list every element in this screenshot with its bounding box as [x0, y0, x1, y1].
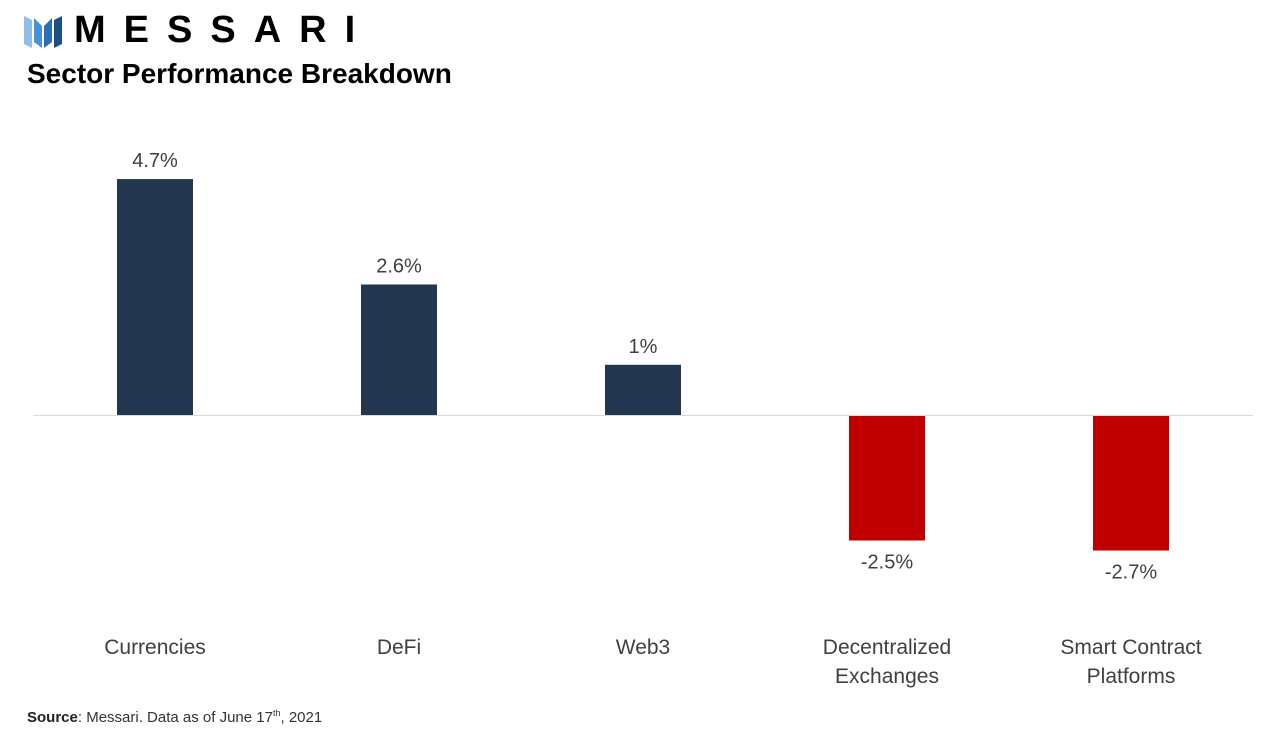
- bar-value-label-2: 1%: [629, 336, 658, 358]
- category-label-1: DeFi: [377, 636, 421, 659]
- brand-name: MESSARI: [74, 9, 374, 51]
- header: MESSARI: [24, 8, 373, 52]
- bar-value-label-3: -2.5%: [861, 552, 913, 574]
- chart-title: Sector Performance Breakdown: [27, 58, 452, 89]
- source-text-end: , 2021: [280, 709, 323, 726]
- bar-1: [361, 284, 437, 415]
- bar-value-label-0: 4.7%: [132, 150, 178, 172]
- category-label-0: Currencies: [104, 636, 206, 659]
- bar-4: [1093, 415, 1169, 551]
- bar-2: [605, 364, 681, 415]
- bar-3: [849, 415, 925, 541]
- category-label-3: Decentralized Exchanges: [823, 636, 951, 688]
- category-label-2: Web3: [616, 636, 670, 659]
- bar-0: [117, 179, 193, 415]
- source-text: : Messari. Data as of June 17: [77, 709, 273, 726]
- category-label-4: Smart Contract Platforms: [1060, 636, 1201, 688]
- bar-value-label-1: 2.6%: [376, 255, 422, 277]
- messari-logo: MESSARI: [24, 8, 373, 52]
- messari-logo-icon: [24, 16, 62, 48]
- source-superscript: th: [272, 708, 281, 718]
- source-label: Source: [27, 709, 78, 726]
- bar-value-label-4: -2.7%: [1105, 562, 1157, 584]
- source-note: Source: Messari. Data as of June 17th, 2…: [27, 702, 322, 729]
